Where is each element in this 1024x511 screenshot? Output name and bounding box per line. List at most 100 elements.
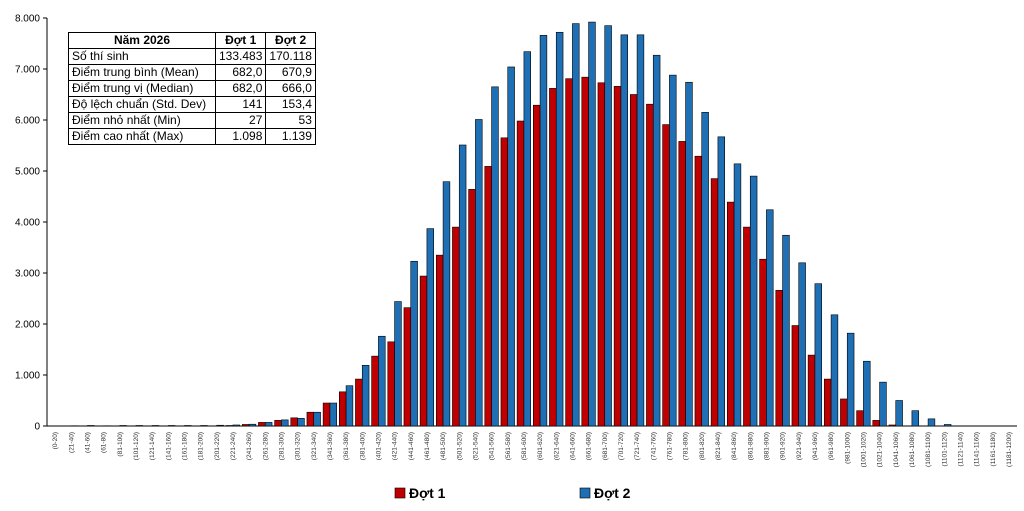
bar-round2 bbox=[636, 34, 645, 427]
bar-round2 bbox=[426, 228, 435, 427]
x-tick-label: (1021-1040) bbox=[877, 432, 884, 467]
bar-round1 bbox=[888, 424, 897, 427]
x-tick-label: (461-480) bbox=[424, 432, 431, 460]
bar-round2 bbox=[685, 81, 693, 427]
bar-round1 bbox=[532, 104, 541, 427]
stats-value-round1: 1.098 bbox=[214, 128, 267, 145]
x-tick-label: (241-260) bbox=[246, 432, 253, 460]
y-tick-label: 0 bbox=[34, 422, 40, 433]
stats-value-round2: 170.118 bbox=[265, 48, 316, 65]
x-tick-label: (141-160) bbox=[165, 432, 172, 460]
stats-row: Số thí sinh 133.483 170.118 bbox=[68, 48, 316, 65]
x-tick-label: (761-780) bbox=[666, 432, 673, 460]
y-tick-label: 4.000 bbox=[15, 218, 40, 229]
x-tick-label: (101-120) bbox=[133, 432, 140, 460]
bar-round2 bbox=[669, 74, 677, 427]
x-tick-label: (561-580) bbox=[505, 432, 512, 460]
x-tick-label: (1041-1060) bbox=[893, 432, 900, 467]
x-tick-label: (581-600) bbox=[521, 432, 528, 460]
bar-round2 bbox=[507, 66, 515, 427]
bar-round2 bbox=[830, 314, 839, 427]
bar-round1 bbox=[500, 137, 509, 427]
y-tick-label: 1.000 bbox=[15, 371, 40, 382]
bar-round2 bbox=[766, 209, 774, 427]
bar-round2 bbox=[523, 51, 532, 427]
x-tick-label: (81-100) bbox=[117, 432, 124, 457]
stats-value-round1: 133.483 bbox=[214, 48, 267, 65]
legend-swatch bbox=[579, 487, 591, 499]
bar-round2 bbox=[782, 234, 790, 427]
x-tick-label: (881-900) bbox=[763, 432, 770, 460]
bar-round1 bbox=[791, 325, 800, 427]
bar-round2 bbox=[620, 34, 629, 427]
stats-value-round2: 1.139 bbox=[265, 128, 316, 145]
bar-round1 bbox=[678, 141, 686, 427]
bar-round1 bbox=[371, 355, 379, 427]
stats-label: Số thí sinh bbox=[68, 48, 216, 65]
bar-round1 bbox=[419, 275, 428, 427]
bar-round1 bbox=[258, 422, 266, 427]
x-tick-label: (521-540) bbox=[472, 432, 479, 460]
bar-round2 bbox=[87, 425, 95, 427]
bar-round1 bbox=[646, 103, 654, 427]
x-tick-label: (961-980) bbox=[828, 432, 835, 460]
stats-label: Điểm trung vị (Median) bbox=[68, 80, 216, 97]
x-tick-label: (201-220) bbox=[214, 432, 221, 460]
bar-round1 bbox=[759, 258, 767, 427]
bar-round2 bbox=[345, 385, 354, 427]
bar-round1 bbox=[452, 226, 460, 427]
x-tick-label: (901-920) bbox=[780, 432, 787, 460]
x-tick-label: (941-960) bbox=[812, 432, 819, 460]
stats-value-round2: 666,0 bbox=[265, 80, 316, 97]
bar-round1 bbox=[322, 402, 331, 427]
bar-round2 bbox=[814, 283, 823, 427]
stats-label: Độ lệch chuẩn (Std. Dev) bbox=[68, 96, 216, 113]
bar-round1 bbox=[743, 226, 751, 427]
y-tick-label: 8.000 bbox=[15, 14, 40, 25]
bar-round1 bbox=[613, 86, 622, 427]
bar-round1 bbox=[710, 178, 719, 427]
x-tick-label: (381-400) bbox=[359, 432, 366, 460]
bar-round1 bbox=[565, 78, 573, 427]
x-tick-label: (341-360) bbox=[327, 432, 334, 460]
x-tick-label: (1061-1080) bbox=[909, 432, 916, 467]
bar-round2 bbox=[313, 411, 321, 427]
bar-round2 bbox=[475, 119, 483, 427]
bar-round1 bbox=[484, 166, 492, 427]
stats-value-round2: 153,4 bbox=[265, 96, 316, 113]
y-tick-label: 6.000 bbox=[15, 116, 40, 127]
stats-header-round2: Đợt 2 bbox=[265, 32, 316, 49]
stats-label: Điểm trung bình (Mean) bbox=[68, 64, 216, 81]
x-tick-label: (621-640) bbox=[553, 432, 560, 460]
x-tick-label: (1141-1160) bbox=[974, 432, 981, 466]
bar-round1 bbox=[840, 398, 848, 427]
x-tick-label: (841-860) bbox=[731, 432, 738, 460]
bar-round2 bbox=[798, 262, 806, 427]
x-tick-label: (41-60) bbox=[84, 432, 91, 453]
stats-value-round1: 141 bbox=[214, 96, 267, 113]
bar-round2 bbox=[378, 335, 386, 427]
bar-round2 bbox=[863, 360, 871, 427]
bar-round1 bbox=[290, 417, 298, 427]
bar-round2 bbox=[895, 400, 903, 427]
stats-value-round1: 27 bbox=[214, 112, 267, 129]
bar-round2 bbox=[281, 419, 289, 427]
bar-round2 bbox=[717, 136, 726, 427]
bar-round2 bbox=[846, 332, 855, 427]
x-tick-label: (181-200) bbox=[198, 432, 205, 460]
y-tick-label: 5.000 bbox=[15, 167, 40, 178]
stats-label: Điểm cao nhất (Max) bbox=[68, 128, 216, 145]
x-tick-label: (61-80) bbox=[101, 432, 108, 453]
bar-round2 bbox=[491, 86, 499, 427]
stats-header-round1: Đợt 1 bbox=[214, 32, 267, 49]
bar-round2 bbox=[749, 175, 758, 427]
stats-row: Điểm trung bình (Mean) 682,0 670,9 bbox=[68, 64, 316, 81]
bar-round1 bbox=[468, 189, 476, 427]
x-tick-label: (801-820) bbox=[699, 432, 706, 460]
stats-row: Điểm nhỏ nhất (Min) 27 53 bbox=[68, 112, 316, 129]
bar-round2 bbox=[927, 418, 936, 427]
bar-round2 bbox=[733, 163, 742, 427]
x-tick-label: (261-280) bbox=[262, 432, 269, 460]
x-tick-label: (221-240) bbox=[230, 432, 237, 460]
y-tick-label: 3.000 bbox=[15, 269, 40, 280]
